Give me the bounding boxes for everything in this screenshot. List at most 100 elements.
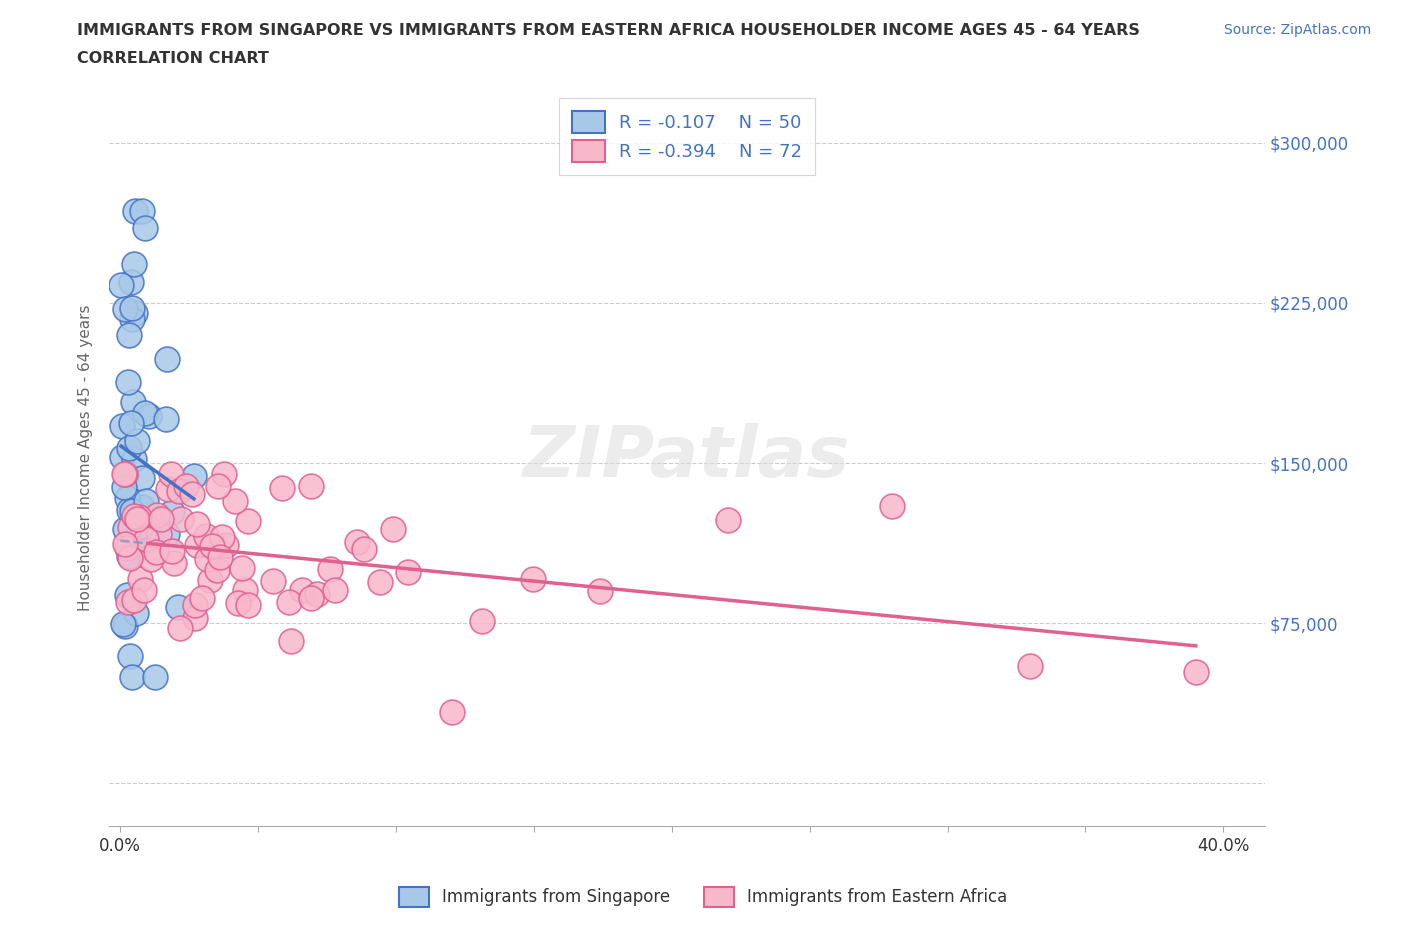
Point [114, 466, 136, 481]
Point [299, 479, 322, 494]
Point [145, 544, 167, 559]
Point [118, 502, 141, 517]
Point [122, 506, 145, 521]
Point [117, 594, 139, 609]
Point [127, 512, 149, 527]
Point [122, 592, 145, 607]
Point [122, 257, 145, 272]
Point [170, 512, 193, 526]
Point [717, 513, 740, 528]
Point [211, 529, 233, 544]
Point [381, 522, 404, 537]
Point [207, 479, 229, 494]
Legend: Immigrants from Singapore, Immigrants from Eastern Africa: Immigrants from Singapore, Immigrants fr… [389, 877, 1017, 917]
Point [125, 433, 148, 448]
Point [183, 610, 205, 625]
Point [128, 572, 150, 587]
Point [124, 543, 146, 558]
Point [132, 582, 155, 597]
Point [112, 480, 135, 495]
Point [118, 648, 141, 663]
Point [226, 595, 249, 610]
Point [121, 670, 143, 684]
Point [110, 418, 132, 433]
Point [121, 394, 143, 409]
Point [231, 561, 253, 576]
Point [169, 620, 191, 635]
Point [589, 584, 612, 599]
Point [122, 509, 145, 524]
Point [138, 409, 160, 424]
Point [207, 562, 229, 577]
Point [115, 540, 138, 555]
Point [118, 327, 141, 342]
Text: ZIPatlas: ZIPatlas [523, 423, 851, 492]
Point [396, 565, 419, 579]
Point [124, 605, 146, 620]
Point [118, 520, 141, 535]
Point [115, 588, 138, 603]
Point [162, 556, 184, 571]
Point [184, 598, 207, 613]
Point [318, 562, 340, 577]
Point [134, 220, 156, 235]
Point [110, 278, 132, 293]
Point [114, 537, 136, 551]
Point [238, 598, 260, 613]
Point [114, 522, 136, 537]
Point [215, 538, 238, 552]
Point [145, 670, 167, 684]
Point [155, 526, 177, 541]
Point [201, 539, 224, 554]
Point [124, 306, 146, 321]
Point [325, 583, 347, 598]
Point [118, 441, 141, 456]
Point [121, 301, 143, 316]
Point [307, 587, 329, 602]
Point [208, 550, 231, 565]
Point [112, 617, 135, 631]
Point [131, 204, 153, 219]
Point [186, 538, 208, 552]
Point [139, 551, 162, 566]
Point [346, 535, 368, 550]
Point [191, 591, 214, 606]
Point [353, 542, 375, 557]
Point [131, 499, 153, 514]
Point [114, 302, 136, 317]
Point [882, 498, 904, 513]
Point [131, 471, 153, 485]
Point [522, 571, 544, 586]
Point [299, 591, 322, 605]
Text: CORRELATION CHART: CORRELATION CHART [77, 51, 269, 66]
Point [290, 582, 312, 597]
Point [124, 204, 146, 219]
Point [200, 573, 222, 588]
Point [183, 468, 205, 483]
Point [120, 416, 142, 431]
Legend: R = -0.107    N = 50, R = -0.394    N = 72: R = -0.107 N = 50, R = -0.394 N = 72 [560, 99, 814, 175]
Point [121, 312, 143, 326]
Point [194, 529, 217, 544]
Point [160, 505, 183, 520]
Point [441, 704, 464, 719]
Point [120, 274, 142, 289]
Point [167, 484, 190, 498]
Point [186, 517, 208, 532]
Point [180, 486, 202, 501]
Point [111, 449, 134, 464]
Point [129, 519, 152, 534]
Point [114, 618, 136, 633]
Point [122, 451, 145, 466]
Point [118, 549, 141, 564]
Point [212, 466, 235, 481]
Point [262, 574, 284, 589]
Point [117, 374, 139, 389]
Point [127, 527, 149, 542]
Point [128, 510, 150, 525]
Text: Source: ZipAtlas.com: Source: ZipAtlas.com [1223, 23, 1371, 37]
Point [368, 575, 391, 590]
Point [115, 490, 138, 505]
Y-axis label: Householder Income Ages 45 - 64 years: Householder Income Ages 45 - 64 years [79, 304, 93, 611]
Point [233, 582, 256, 597]
